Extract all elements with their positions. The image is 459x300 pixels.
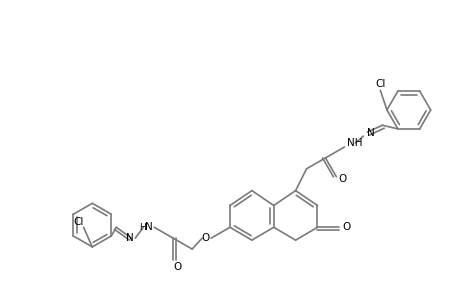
Text: O: O	[337, 174, 346, 184]
Text: O: O	[173, 262, 181, 272]
Text: H: H	[139, 223, 146, 232]
Text: O: O	[341, 222, 350, 232]
Text: Cl: Cl	[73, 217, 84, 227]
Text: N: N	[367, 128, 374, 138]
Text: Cl: Cl	[375, 80, 385, 89]
Text: N: N	[145, 222, 153, 232]
Text: O: O	[201, 233, 209, 243]
Text: NH: NH	[347, 138, 362, 148]
Text: N: N	[126, 233, 134, 243]
